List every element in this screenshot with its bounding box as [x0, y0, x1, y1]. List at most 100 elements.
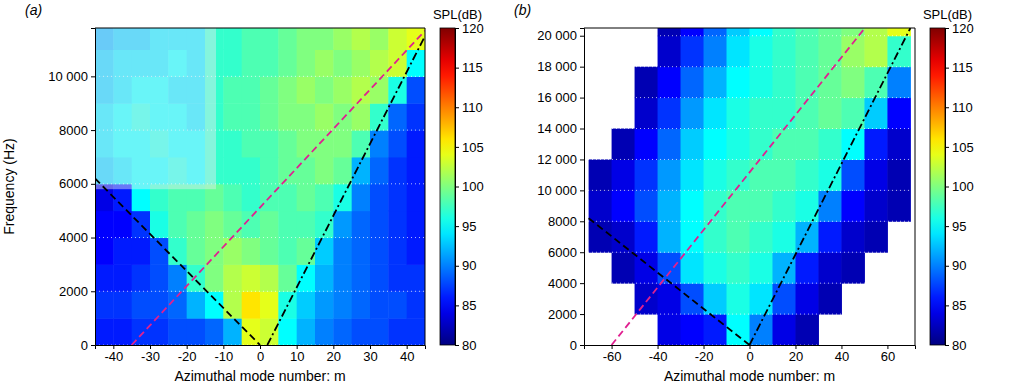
heatmap-cell	[370, 28, 389, 50]
heatmap-cell	[750, 252, 773, 283]
heatmap-cell	[704, 314, 727, 345]
heatmap-cell	[658, 28, 681, 36]
shaded-region	[95, 28, 216, 189]
heatmap-cell	[681, 159, 704, 190]
tick-label: 60	[881, 349, 895, 364]
heatmap-cell	[864, 129, 887, 160]
tick-mark	[580, 159, 584, 160]
heatmap-cell	[370, 238, 389, 265]
heatmap-cell	[658, 98, 681, 129]
reference-line	[132, 31, 425, 345]
tick-mark	[580, 345, 584, 346]
heatmap-cell	[818, 28, 841, 36]
heatmap-cell	[681, 283, 704, 314]
x-axis: -60-40-200204060	[585, 345, 916, 364]
tick: 120	[455, 21, 484, 36]
heatmap-cell	[704, 36, 727, 67]
tick: 18 000	[537, 59, 584, 74]
tick-label: 90	[462, 258, 476, 273]
heatmap-cell	[704, 252, 727, 283]
heatmap-cell	[260, 76, 279, 103]
heatmap-cell	[750, 283, 773, 314]
tick-label: 100	[952, 179, 974, 194]
heatmap-cell	[187, 291, 206, 318]
tick-label: 115	[462, 60, 483, 75]
tick: -30	[141, 345, 160, 364]
plot-background	[95, 28, 425, 345]
tick-mark	[945, 147, 949, 148]
heatmap-cell	[297, 49, 316, 76]
tick-label: 100	[462, 179, 484, 194]
heatmap-cell	[242, 103, 261, 130]
reference-line	[612, 29, 865, 345]
tick: 40	[400, 345, 414, 364]
tick-label: 16 000	[537, 90, 577, 105]
tick: 105	[455, 140, 484, 155]
grid-line	[584, 159, 915, 160]
heatmap-cell	[750, 159, 773, 190]
heatmap-cell	[187, 238, 206, 265]
plot-area	[584, 28, 915, 345]
heatmap-cell	[612, 190, 635, 221]
heatmap-cell	[315, 157, 334, 184]
tick-mark	[455, 107, 459, 108]
heatmap-cell	[278, 28, 297, 50]
tick-mark	[580, 283, 584, 284]
heatmap-cell	[750, 67, 773, 98]
heatmap-cell	[260, 157, 279, 184]
tick: 110	[455, 100, 483, 115]
heatmap-cell	[795, 190, 818, 221]
heatmap-cell	[278, 184, 297, 211]
tick-mark	[455, 266, 459, 267]
heatmap-cell	[407, 76, 425, 103]
heatmap-cell	[407, 291, 425, 318]
tick: -60	[603, 345, 622, 364]
tick: 40	[835, 345, 849, 364]
heatmap-cell	[772, 252, 795, 283]
tick-mark	[945, 107, 949, 108]
tick-label: 85	[952, 298, 966, 313]
heatmap-cell	[223, 264, 242, 291]
tick: 10	[290, 345, 304, 364]
heatmap-cell	[681, 314, 704, 345]
tick: 2000	[59, 284, 95, 299]
tick: 0	[257, 345, 264, 364]
heatmap-cell	[388, 157, 407, 184]
heatmap-cell	[887, 67, 910, 98]
heatmap-cell	[113, 291, 132, 318]
heatmap-cell	[278, 76, 297, 103]
tick-label: 20	[789, 349, 803, 364]
reference-line	[750, 28, 911, 345]
heatmap-cell	[818, 36, 841, 67]
heatmap-cell	[795, 283, 818, 314]
heatmap-cell	[635, 98, 658, 129]
tick-mark	[455, 187, 459, 188]
tick: -20	[178, 345, 197, 364]
heatmap-cell	[407, 264, 425, 291]
heatmap-cell	[223, 103, 242, 130]
heatmap-cell	[864, 190, 887, 221]
heatmap-cell	[297, 238, 316, 265]
heatmap-cell	[205, 318, 224, 345]
heatmap-cell	[841, 36, 864, 67]
heatmap-cell	[681, 28, 704, 36]
heatmap-cell	[205, 238, 224, 265]
heatmap-cell	[772, 221, 795, 252]
x-axis: -40-30-20-10010203040	[96, 345, 426, 364]
tick-mark	[91, 76, 95, 77]
heatmap-cell	[242, 49, 261, 76]
x-axis-title: Azimuthal mode number: m	[664, 368, 835, 384]
heatmap-cell	[352, 238, 371, 265]
heatmap-cell	[370, 184, 389, 211]
tick-mark	[91, 130, 95, 131]
heatmap-cell	[278, 264, 297, 291]
heatmap-cell	[704, 28, 727, 36]
heatmap-cell	[407, 184, 425, 211]
heatmap-cell	[658, 314, 681, 345]
heatmap-cell	[150, 211, 169, 238]
heatmap-cell	[635, 67, 658, 98]
heatmap-cell	[887, 190, 910, 221]
heatmap-cell	[352, 130, 371, 157]
tick: 100	[455, 179, 484, 194]
tick-mark	[945, 28, 949, 29]
